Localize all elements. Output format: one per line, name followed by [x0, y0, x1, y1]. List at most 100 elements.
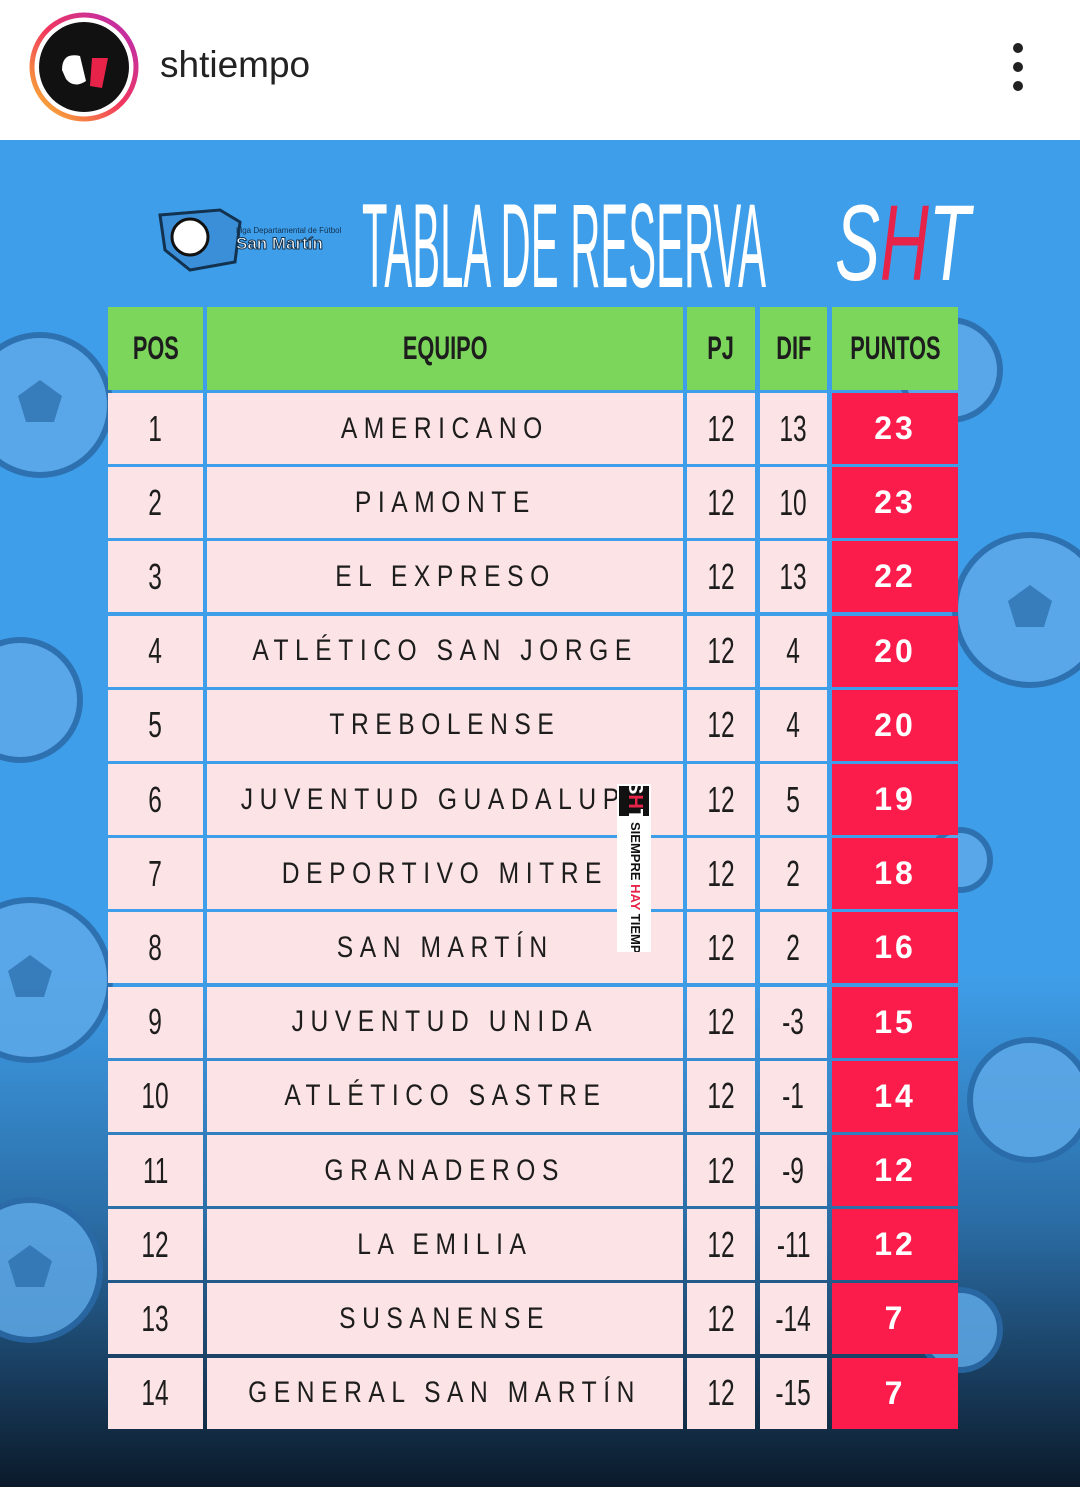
diff-cell: -3 — [760, 986, 827, 1058]
team-cell: AMERICANO — [207, 393, 683, 464]
points-cell: 20 — [832, 615, 958, 687]
pos-cell: 7 — [108, 838, 203, 910]
watermark: SHT SIEMPRE HAY TIEMPO — [617, 784, 651, 952]
avatar-logo — [62, 55, 86, 85]
played-cell-text: 12 — [707, 1372, 735, 1414]
played-cell: 12 — [687, 541, 755, 613]
pos-cell: 14 — [108, 1357, 203, 1429]
diff-cell-text: 13 — [779, 407, 808, 449]
team-cell-text: ATLÉTICO SAN JORGE — [252, 634, 638, 668]
pos-cell-text: 12 — [141, 1223, 170, 1265]
slogan-word: HAY — [628, 884, 643, 911]
diff-cell: -9 — [760, 1135, 827, 1206]
pos-cell-text: 2 — [148, 481, 163, 523]
played-cell: 12 — [687, 1357, 755, 1429]
post-header: shtiempo — [0, 0, 1080, 140]
played-cell: 12 — [687, 764, 755, 835]
pos-cell-text: 4 — [148, 630, 163, 672]
team-cell: JUVENTUD UNIDA — [207, 986, 683, 1058]
points-cell-text: 7 — [884, 1374, 906, 1411]
column-header-text: EQUIPO — [402, 330, 488, 366]
diff-cell: 5 — [760, 764, 827, 835]
played-cell: 12 — [687, 615, 755, 687]
avatar-image — [39, 22, 129, 112]
pos-cell-text: 14 — [141, 1372, 170, 1414]
decor-patches — [8, 380, 1052, 1287]
played-cell-text: 12 — [707, 704, 735, 746]
pos-cell-text: 9 — [148, 1001, 163, 1043]
team-cell-text: AMERICANO — [340, 411, 550, 445]
pos-cell-text: 13 — [141, 1297, 170, 1339]
played-cell-text: 12 — [707, 1001, 735, 1043]
played-cell: 12 — [687, 1283, 755, 1355]
played-cell: 12 — [687, 467, 755, 539]
points-cell: 23 — [832, 393, 958, 464]
diff-cell: -15 — [760, 1357, 827, 1429]
column-header-text: POS — [132, 330, 179, 366]
pos-cell: 6 — [108, 764, 203, 835]
team-cell-text: PIAMONTE — [354, 485, 536, 519]
column-header: PJ — [687, 307, 755, 390]
story-ring — [29, 12, 139, 122]
diff-cell-text: -1 — [782, 1075, 805, 1117]
points-cell-text: 23 — [874, 410, 916, 446]
diff-cell: -14 — [760, 1283, 827, 1355]
played-cell-text: 12 — [707, 1075, 735, 1117]
more-options[interactable] — [1008, 38, 1028, 98]
diff-cell-text: 2 — [786, 852, 801, 894]
team-cell-text: DEPORTIVO MITRE — [281, 856, 609, 890]
column-header-text: PJ — [707, 330, 735, 366]
pos-cell: 9 — [108, 986, 203, 1058]
pos-cell-text: 10 — [141, 1075, 170, 1117]
pos-cell: 8 — [108, 912, 203, 984]
column-header: EQUIPO — [207, 307, 683, 390]
team-cell: LA EMILIA — [207, 1209, 683, 1281]
slogan-word: SIEMPRE — [628, 822, 643, 881]
played-cell-text: 12 — [707, 407, 735, 449]
played-cell: 12 — [687, 1135, 755, 1206]
pos-cell: 5 — [108, 689, 203, 761]
points-cell-text: 19 — [874, 781, 916, 817]
played-cell-text: 12 — [707, 1149, 735, 1191]
points-cell: 16 — [832, 912, 958, 984]
team-cell-text: JUVENTUD GUADALUPE — [241, 782, 649, 816]
slogan-word: TIEMPO — [628, 914, 643, 952]
team-cell: GENERAL SAN MARTÍN — [207, 1357, 683, 1429]
played-cell: 12 — [687, 393, 755, 464]
column-header-text: PUNTOS — [849, 330, 941, 366]
diff-cell: 4 — [760, 689, 827, 761]
points-cell: 12 — [832, 1135, 958, 1206]
team-cell-text: GENERAL SAN MARTÍN — [248, 1376, 642, 1410]
diff-cell: 10 — [760, 467, 827, 539]
avatar[interactable] — [14, 0, 154, 140]
league-logo: Liga Departamental de Fútbol San Martín — [158, 208, 342, 272]
post-title: TABLA DE RESERVA — [362, 179, 766, 313]
points-cell: 18 — [832, 838, 958, 910]
played-cell: 12 — [687, 986, 755, 1058]
pos-cell-text: 1 — [148, 407, 163, 449]
diff-cell-text: -11 — [776, 1223, 811, 1265]
diff-cell-text: 10 — [779, 481, 808, 523]
watermark-brand: SHT — [624, 784, 646, 821]
pos-cell: 3 — [108, 541, 203, 613]
pos-cell: 2 — [108, 467, 203, 539]
username[interactable]: shtiempo — [160, 44, 311, 85]
points-cell-text: 20 — [874, 706, 916, 743]
watermark-slogan: SIEMPRE HAY TIEMPO — [628, 822, 643, 952]
team-cell-text: LA EMILIA — [357, 1227, 533, 1261]
played-cell-text: 12 — [707, 1223, 735, 1265]
diff-cell-text: 4 — [786, 630, 801, 672]
played-cell: 12 — [687, 912, 755, 984]
played-cell-text: 12 — [707, 926, 735, 968]
pos-cell: 4 — [108, 615, 203, 687]
pos-cell-text: 3 — [148, 555, 163, 597]
points-cell-text: 16 — [874, 929, 916, 966]
points-cell-text: 12 — [874, 1152, 916, 1188]
played-cell-text: 12 — [707, 1297, 735, 1339]
league-city: San Martín — [236, 234, 323, 253]
team-cell: JUVENTUD GUADALUPE — [207, 764, 683, 835]
points-cell-text: 15 — [874, 1003, 916, 1040]
brand-letter: S — [835, 182, 880, 303]
brand-letter: T — [624, 809, 646, 821]
pos-cell-text: 6 — [148, 778, 163, 820]
